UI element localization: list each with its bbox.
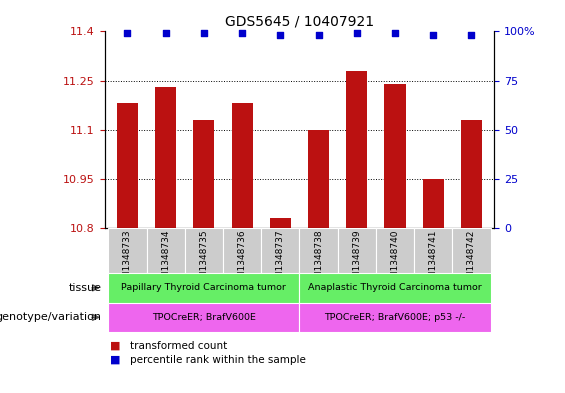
Point [314,32,323,39]
Bar [414,228,453,273]
Bar [299,303,490,332]
Text: ■: ■ [110,341,121,351]
Bar [376,228,414,273]
Text: TPOCreER; BrafV600E: TPOCreER; BrafV600E [152,313,256,322]
Point [352,30,361,37]
Text: GSM1348740: GSM1348740 [390,229,399,290]
Text: percentile rank within the sample: percentile rank within the sample [130,354,306,365]
Text: transformed count: transformed count [130,341,227,351]
Bar [108,228,146,273]
Bar [385,84,406,228]
Bar [155,87,176,228]
Title: GDS5645 / 10407921: GDS5645 / 10407921 [225,15,374,29]
Bar [193,120,214,228]
Bar [299,228,338,273]
Text: GSM1348734: GSM1348734 [161,229,170,290]
Bar [108,273,299,303]
Text: TPOCreER; BrafV600E; p53 -/-: TPOCreER; BrafV600E; p53 -/- [324,313,466,322]
Bar [232,103,253,228]
Bar [299,273,490,303]
Bar [453,228,490,273]
Bar [423,179,444,228]
Text: genotype/variation: genotype/variation [0,312,102,322]
Text: Anaplastic Thyroid Carcinoma tumor: Anaplastic Thyroid Carcinoma tumor [308,283,482,292]
Text: GSM1348742: GSM1348742 [467,229,476,290]
Text: tissue: tissue [69,283,102,293]
Text: ■: ■ [110,354,121,365]
Bar [261,228,299,273]
Point [238,30,247,37]
Point [276,32,285,39]
Point [123,30,132,37]
Bar [146,228,185,273]
Text: GSM1348733: GSM1348733 [123,229,132,290]
Text: GSM1348741: GSM1348741 [429,229,438,290]
Text: GSM1348738: GSM1348738 [314,229,323,290]
Point [161,30,170,37]
Bar [461,120,482,228]
Bar [346,71,367,228]
Bar [308,130,329,228]
Point [467,32,476,39]
Text: GSM1348737: GSM1348737 [276,229,285,290]
Bar [338,228,376,273]
Point [390,30,399,37]
Point [199,30,208,37]
Bar [117,103,138,228]
Bar [108,303,299,332]
Bar [223,228,261,273]
Point [429,32,438,39]
Text: GSM1348739: GSM1348739 [353,229,361,290]
Text: GSM1348736: GSM1348736 [238,229,246,290]
Bar [185,228,223,273]
Text: Papillary Thyroid Carcinoma tumor: Papillary Thyroid Carcinoma tumor [121,283,286,292]
Text: GSM1348735: GSM1348735 [199,229,208,290]
Bar [270,218,291,228]
